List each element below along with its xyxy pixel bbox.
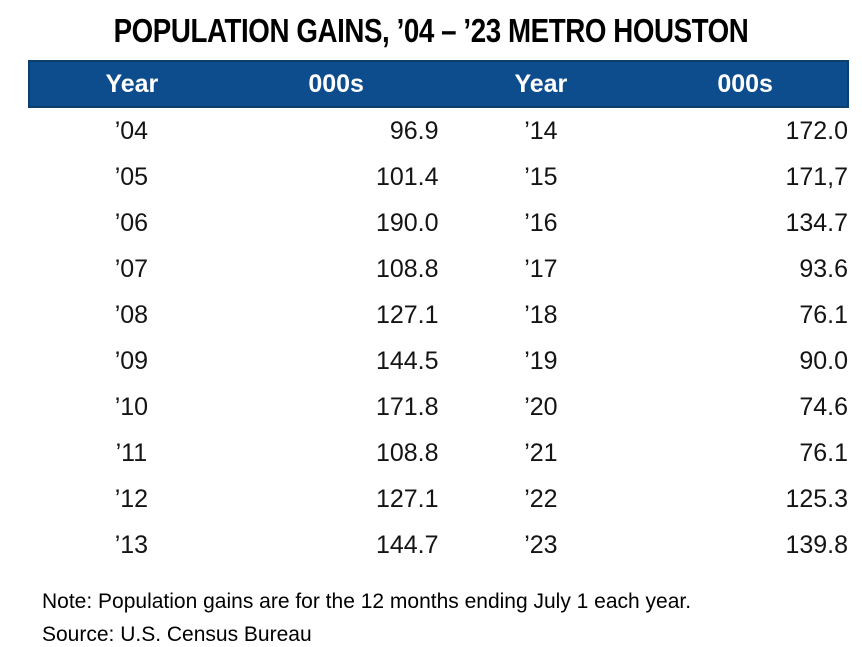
year-cell: ’04 [114, 116, 149, 145]
header-000s-right: 000s [643, 60, 849, 108]
value-cell: 127.1 [375, 484, 439, 513]
value-cell: 134.7 [785, 208, 848, 237]
value-cell: 171,7 [785, 162, 848, 191]
value-cell: 125.3 [785, 484, 848, 513]
table-row: ’07 108.8 ’17 93.6 [29, 246, 848, 292]
value-cell: 96.9 [389, 116, 439, 145]
table-row: ’10 171.8 ’20 74.6 [29, 384, 848, 430]
value-cell: 127.1 [375, 300, 439, 329]
value-cell: 108.8 [375, 254, 439, 283]
value-cell: 172.0 [785, 116, 848, 145]
table-row: ’13 144.7 ’23 139.8 [29, 522, 848, 568]
table-row: ’11 108.8 ’21 76.1 [29, 430, 848, 476]
table-row: ’12 127.1 ’22 125.3 [29, 476, 848, 522]
value-cell: 93.6 [799, 254, 848, 283]
value-cell: 76.1 [799, 438, 848, 467]
table-body: ’04 96.9 ’14 172.0 ’05 101.4 ’15 171,7 ’… [29, 107, 848, 568]
value-cell: 139.8 [785, 530, 848, 559]
value-cell: 171.8 [375, 392, 439, 421]
table-row: ’06 190.0 ’16 134.7 [29, 200, 848, 246]
header-row: Year 000s Year 000s [28, 60, 849, 108]
year-cell: ’22 [524, 484, 558, 513]
population-gains-table: Year 000s Year 000s ’04 96.9 ’14 172.0 ’… [28, 60, 849, 568]
header-year-left: Year [28, 60, 234, 108]
year-cell: ’21 [524, 438, 558, 467]
year-cell: ’05 [114, 162, 149, 191]
header-year-right: Year [438, 60, 644, 108]
year-cell: ’14 [524, 116, 558, 145]
year-cell: ’20 [524, 392, 558, 421]
value-cell: 190.0 [375, 208, 439, 237]
table-row: ’04 96.9 ’14 172.0 [29, 107, 848, 154]
year-cell: ’18 [524, 300, 558, 329]
header-000s-left: 000s [233, 60, 439, 108]
value-cell: 108.8 [375, 438, 439, 467]
value-cell: 144.7 [375, 530, 439, 559]
year-cell: ’09 [114, 346, 149, 375]
table-row: ’09 144.5 ’19 90.0 [29, 338, 848, 384]
year-cell: ’06 [114, 208, 149, 237]
year-cell: ’11 [115, 438, 148, 467]
note-text: Note: Population gains are for the 12 mo… [42, 590, 692, 613]
year-cell: ’17 [524, 254, 558, 283]
value-cell: 76.1 [799, 300, 848, 329]
year-cell: ’23 [524, 530, 558, 559]
figure-title: POPULATION GAINS, ’04 – ’23 METRO HOUSTO… [113, 12, 749, 49]
value-cell: 144.5 [375, 346, 439, 375]
year-cell: ’16 [524, 208, 558, 237]
year-cell: ’12 [114, 484, 149, 513]
year-cell: ’15 [524, 162, 558, 191]
value-cell: 74.6 [799, 392, 848, 421]
value-cell: 90.0 [799, 346, 848, 375]
table-header: Year 000s Year 000s [28, 60, 849, 108]
footnotes: Note: Population gains are for the 12 mo… [42, 586, 862, 647]
year-cell: ’08 [114, 300, 149, 329]
year-cell: ’10 [114, 392, 149, 421]
year-cell: ’19 [524, 346, 558, 375]
year-cell: ’07 [114, 254, 149, 283]
table-row: ’08 127.1 ’18 76.1 [29, 292, 848, 338]
source-text: Source: U.S. Census Bureau [42, 622, 312, 646]
value-cell: 101.4 [375, 162, 439, 191]
table-row: ’05 101.4 ’15 171,7 [29, 154, 848, 200]
year-cell: ’13 [114, 530, 149, 559]
